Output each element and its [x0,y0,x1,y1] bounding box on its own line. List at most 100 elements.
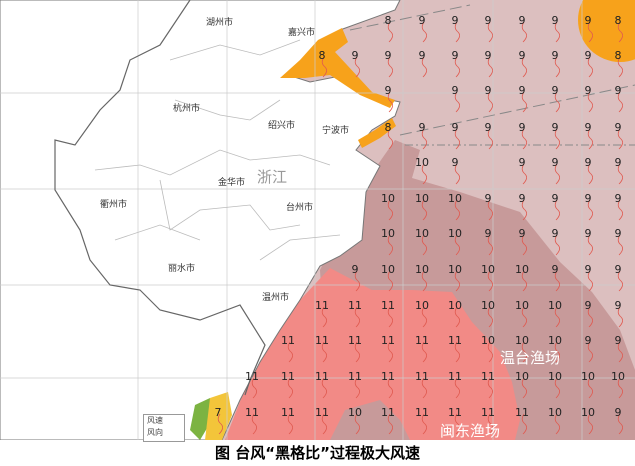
wind-speed-value: 10 [515,334,529,347]
admin-boundaries [94,39,341,261]
wind-speed-value: 9 [519,156,526,169]
city-label: 温州市 [262,291,289,303]
legend-item-wind-direction: 风向 [147,428,163,437]
wind-speed-value: 9 [552,14,559,27]
wind-barb-icon [521,377,527,399]
wind-speed-value: 8 [615,14,622,27]
wind-barb-icon [587,91,593,113]
wind-speed-value: 11 [281,406,295,419]
wind-barb-icon [617,21,623,43]
wind-barb-icon [321,377,327,399]
wind-speed-value: 11 [515,406,529,419]
wind-speed-value: 11 [245,370,259,383]
wind-speed-value: 9 [615,192,622,205]
wind-barb-icon [387,306,393,328]
wind-barb-icon [354,306,360,328]
wind-speed-value: 10 [481,299,495,312]
wind-barb-icon [421,413,427,435]
wind-speed-value: 11 [481,370,495,383]
wind-barb-icon [521,234,527,256]
wind-barb-icon [454,234,460,256]
figure-caption: 图 台风“黑格比”过程极大风速 [215,444,420,462]
wind-speed-value: 9 [552,263,559,276]
city-label: 湖州市 [206,16,233,28]
wind-barb-icon [487,377,493,399]
wind-speed-value: 11 [348,370,362,383]
wind-barb-icon [421,306,427,328]
wind-barb-icon [617,306,623,328]
wind-barb-icon [287,413,293,435]
zone-level8-ne [578,0,635,62]
wind-barb-icon [387,270,393,292]
wind-barb-icon [521,21,527,43]
wind-speed-value: 11 [448,370,462,383]
wind-barb-icon [617,377,623,399]
fishing-ground-label: 温台渔场 [500,349,560,367]
wind-speed-value: 9 [552,121,559,134]
wind-speed-value: 9 [485,227,492,240]
wind-barb-icon [521,270,527,292]
wind-speed-value: 10 [581,370,595,383]
wind-speed-value: 10 [515,370,529,383]
wind-speed-value: 11 [348,334,362,347]
wind-speed-value: 10 [515,299,529,312]
zone-level8-bay [280,28,395,108]
wind-barb-icon [387,91,393,113]
wind-barb-icon [521,163,527,185]
wind-speed-value: 10 [548,370,562,383]
wind-barb-icon [354,270,360,292]
wind-speed-value: 10 [448,263,462,276]
wind-barb-icon [454,163,460,185]
province-border [54,0,266,396]
wind-speed-value: 10 [415,263,429,276]
wind-speed-value: 11 [281,370,295,383]
wind-barb-icon [617,270,623,292]
wind-speed-value: 11 [448,334,462,347]
wind-barb-icon [217,413,223,435]
wind-speed-value: 9 [452,156,459,169]
wind-barb-icon [251,377,257,399]
wind-speed-value: 8 [385,14,392,27]
wind-speed-value: 9 [585,14,592,27]
wind-speed-value: 9 [485,121,492,134]
wind-barb-icon [387,199,393,221]
wind-speed-value: 9 [585,227,592,240]
wind-barb-icon [387,377,393,399]
wind-barb-icon [487,21,493,43]
wind-speed-value: 8 [319,49,326,62]
wind-speed-value: 9 [519,121,526,134]
wind-speed-value: 9 [585,263,592,276]
wind-speed-value: 11 [315,334,329,347]
wind-barb-icon [454,199,460,221]
wind-speed-value: 9 [615,156,622,169]
wind-barb-icon [454,56,460,78]
wind-barb-icon [454,91,460,113]
wind-speed-value: 9 [452,84,459,97]
zone-level6 [190,398,212,440]
wind-speed-value: 9 [615,334,622,347]
wind-barb-icon [321,306,327,328]
wind-speed-value: 9 [519,192,526,205]
wind-speed-value: 9 [585,49,592,62]
wind-barb-icon [554,91,560,113]
wind-barb-icon [354,413,360,435]
wind-speed-value: 9 [485,192,492,205]
wind-speed-value: 9 [352,263,359,276]
wind-speed-value: 7 [215,406,222,419]
wind-speed-value: 10 [448,227,462,240]
wind-speed-value: 9 [419,49,426,62]
wind-speed-value: 11 [315,370,329,383]
wind-barb-icon [454,413,460,435]
wind-speed-value: 9 [615,121,622,134]
wind-speed-value: 10 [348,406,362,419]
wind-barb-icon [554,413,560,435]
wind-barb-icon [251,413,257,435]
wind-barb-icon [321,56,327,78]
wind-speed-value: 11 [381,370,395,383]
wind-speed-value: 10 [381,227,395,240]
wind-barb-icon [321,341,327,363]
wind-speed-value: 9 [519,14,526,27]
wind-speed-value: 9 [519,227,526,240]
city-label: 嘉兴市 [288,26,315,38]
wind-barb-icon [554,234,560,256]
